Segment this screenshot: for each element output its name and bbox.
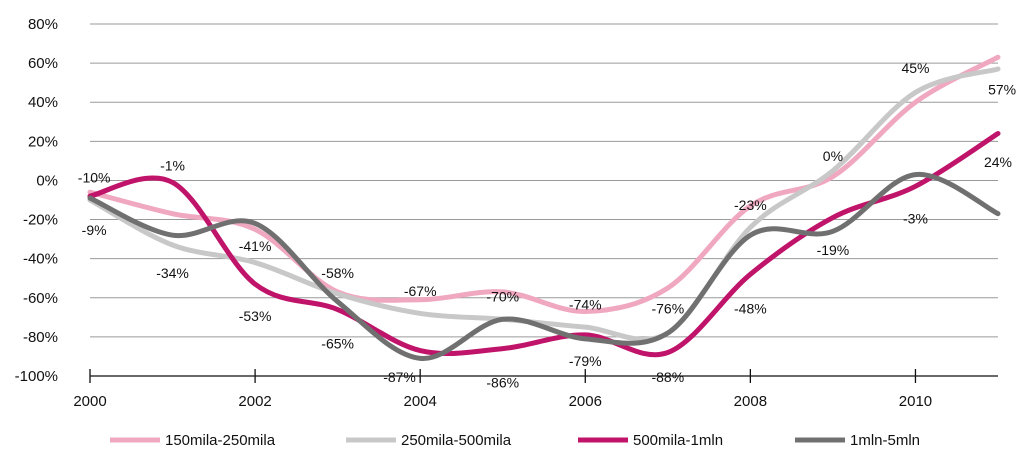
data-label: -23% (734, 197, 767, 213)
data-label: -34% (156, 265, 189, 281)
data-label: 45% (901, 60, 929, 76)
data-label: -58% (321, 265, 354, 281)
legend-label: 150mila-250mila (165, 432, 276, 449)
y-tick-label: 80% (28, 16, 58, 33)
y-tick-label: 40% (28, 94, 58, 111)
legend-label: 500mila-1mln (633, 432, 723, 449)
y-tick-label: -40% (23, 251, 58, 268)
y-tick-label: 0% (36, 172, 58, 189)
y-tick-label: -60% (23, 290, 58, 307)
x-tick-label: 2000 (73, 393, 106, 410)
series-line-3 (87, 131, 1001, 358)
data-label: -65% (321, 336, 354, 352)
data-label: -86% (486, 375, 519, 391)
data-label: -19% (817, 242, 850, 258)
series-lines (87, 54, 1001, 361)
data-label: 0% (823, 148, 843, 164)
series-line-2 (87, 66, 1001, 342)
data-label: 24% (984, 154, 1012, 170)
grid-lines (90, 23, 998, 338)
data-labels: -10% -9% -1% -34% -41% -53% -58% -65% -67% -87% -7… (78, 60, 1016, 391)
y-tick-label: 60% (28, 55, 58, 72)
series-line-1 (87, 54, 1001, 314)
data-label: -76% (651, 300, 684, 316)
legend-label: 250mila-500mila (401, 432, 512, 449)
legend: 150mila-250mila 250mila-500mila 500mila-1m… (110, 432, 920, 449)
x-axis: 2000 2002 2004 2006 2008 2010 (73, 369, 998, 410)
legend-label: 1mln-5mln (850, 432, 920, 449)
y-tick-label: -100% (15, 368, 58, 385)
data-label: -1% (160, 158, 185, 174)
data-label: -70% (486, 289, 519, 305)
x-tick-label: 2008 (734, 393, 767, 410)
y-tick-label: 20% (28, 133, 58, 150)
data-label: -9% (82, 222, 107, 238)
data-label: -79% (569, 353, 602, 369)
data-label: -41% (239, 238, 272, 254)
data-label: 57% (988, 81, 1016, 97)
series-line-4 (87, 172, 1001, 361)
x-tick-label: 2010 (899, 393, 932, 410)
x-tick-label: 2002 (238, 393, 271, 410)
data-label: -74% (569, 297, 602, 313)
data-label: -88% (651, 369, 684, 385)
x-tick-label: 2004 (403, 393, 436, 410)
data-label: -3% (903, 210, 928, 226)
data-label: -53% (239, 308, 272, 324)
data-label: -10% (78, 169, 111, 185)
y-axis-ticks: 80% 60% 40% 20% 0% -20% -40% -60% -80% -100% (15, 16, 58, 385)
y-tick-label: -80% (23, 329, 58, 346)
data-label: -48% (734, 300, 767, 316)
data-label: -67% (404, 283, 437, 299)
data-label: -87% (383, 369, 416, 385)
y-tick-label: -20% (23, 212, 58, 229)
x-tick-label: 2006 (569, 393, 602, 410)
